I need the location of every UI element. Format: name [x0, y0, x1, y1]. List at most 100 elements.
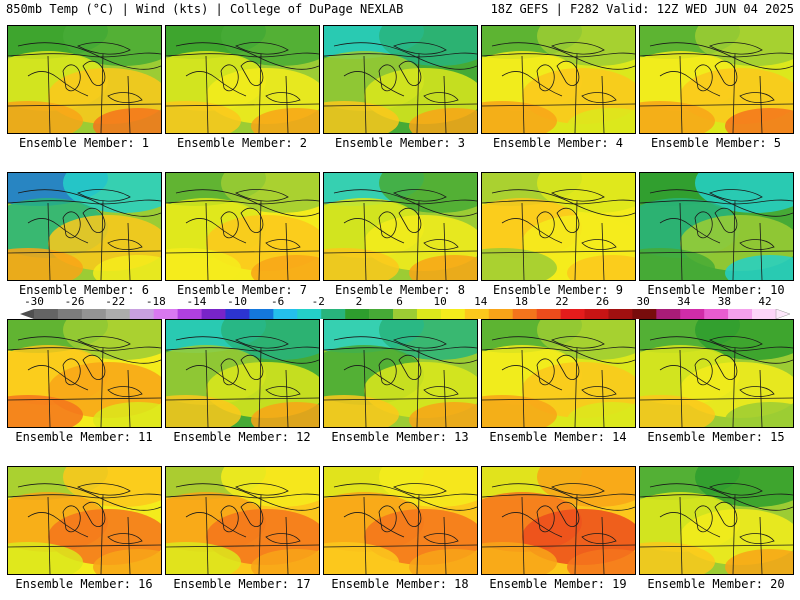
- map-boundary-line: [235, 189, 289, 202]
- ensemble-map-panel[interactable]: [639, 25, 794, 134]
- ensemble-map-panel[interactable]: [639, 466, 794, 575]
- map-boundary-line: [62, 211, 81, 239]
- map-boundary-line: [378, 64, 397, 92]
- map-boundary-line: [47, 55, 51, 133]
- ensemble-map-panel[interactable]: [165, 25, 320, 134]
- colorbar-swatch: [57, 309, 83, 319]
- map-boundary-line: [482, 493, 635, 499]
- map-boundary-line: [175, 189, 319, 217]
- map-boundary-line: [640, 397, 793, 401]
- ensemble-map-panel[interactable]: [323, 466, 478, 575]
- temperature-map: [482, 173, 635, 280]
- map-boundary-line: [581, 92, 617, 104]
- ensemble-map-panel[interactable]: [7, 172, 162, 281]
- map-boundary-line: [640, 493, 793, 499]
- colorbar-tick-label: 26: [595, 295, 610, 308]
- map-boundary-line: [714, 501, 738, 527]
- ensemble-member-label: Ensemble Member: 1: [18, 136, 150, 150]
- ensemble-map-panel[interactable]: [323, 25, 478, 134]
- map-boundary-line: [709, 483, 763, 496]
- ensemble-map-panel[interactable]: [7, 466, 162, 575]
- temperature-contour-region: [93, 108, 161, 133]
- map-boundary-line: [398, 354, 422, 380]
- map-boundary-line: [732, 494, 736, 574]
- map-boundary-line: [393, 336, 447, 349]
- colorbar-tick-label: -2: [311, 295, 325, 308]
- ensemble-map-panel[interactable]: [165, 466, 320, 575]
- map-boundary-line: [265, 533, 301, 545]
- colorbar-swatch: [201, 309, 226, 319]
- ensemble-map-panel[interactable]: [323, 319, 478, 428]
- map-boundary-line: [235, 483, 289, 496]
- map-boundary-line: [521, 496, 525, 574]
- ensemble-map-panel[interactable]: [481, 172, 636, 281]
- map-boundary-line: [536, 64, 555, 92]
- map-boundary-line: [714, 207, 738, 233]
- ensemble-map-panel[interactable]: [639, 172, 794, 281]
- colorbar-swatch: [105, 309, 131, 319]
- ensemble-map-panel[interactable]: [481, 25, 636, 134]
- map-boundary-line: [285, 516, 289, 574]
- map-boundary-line: [501, 512, 563, 538]
- map-boundary-line: [127, 369, 131, 427]
- colorbar-tick-label: 42: [758, 295, 772, 308]
- map-boundary-line: [694, 211, 713, 239]
- map-boundary-line: [491, 189, 635, 217]
- map-boundary-line: [343, 71, 405, 97]
- ensemble-member-label: Ensemble Member: 14: [489, 430, 627, 444]
- map-boundary-line: [551, 336, 605, 349]
- map-boundary-line: [423, 239, 459, 251]
- map-boundary-line: [759, 75, 763, 133]
- map-boundary-line: [521, 349, 525, 427]
- map-boundary-line: [398, 207, 422, 233]
- ensemble-member-label: Ensemble Member: 15: [647, 430, 785, 444]
- map-boundary-line: [491, 42, 635, 70]
- map-boundary-line: [8, 103, 161, 107]
- temperature-contour-region: [567, 108, 635, 133]
- map-boundary-line: [363, 55, 367, 133]
- ensemble-member-label: Ensemble Member: 10: [647, 283, 785, 297]
- temperature-contour-region: [409, 255, 477, 280]
- temperature-map: [640, 173, 793, 280]
- map-boundary-line: [714, 354, 738, 380]
- ensemble-map-panel[interactable]: [323, 172, 478, 281]
- ensemble-map-panel[interactable]: [165, 172, 320, 281]
- colorbar-swatch: [632, 309, 657, 319]
- map-boundary-line: [393, 483, 447, 496]
- map-boundary-line: [551, 483, 605, 496]
- map-boundary-line: [175, 42, 319, 70]
- map-boundary-line: [27, 365, 89, 391]
- colorbar-swatch: [656, 309, 681, 319]
- ensemble-map-panel[interactable]: [165, 319, 320, 428]
- ensemble-map-panel[interactable]: [7, 319, 162, 428]
- ensemble-map-panel[interactable]: [639, 319, 794, 428]
- temperature-contour-region: [324, 248, 399, 280]
- colorbar-swatch: [177, 309, 202, 319]
- colorbar-min-arrow: [20, 309, 34, 319]
- temperature-map: [324, 173, 477, 280]
- map-boundary-line: [17, 189, 161, 217]
- temperature-contour-region: [409, 108, 477, 133]
- ensemble-map-panel[interactable]: [7, 25, 162, 134]
- map-boundary-line: [649, 42, 793, 70]
- ensemble-member-label: Ensemble Member: 20: [647, 577, 785, 591]
- ensemble-map-panel[interactable]: [481, 319, 636, 428]
- ensemble-map-panel[interactable]: [481, 466, 636, 575]
- map-boundary-line: [333, 336, 477, 364]
- colorbar-swatch: [273, 309, 298, 319]
- ensemble-member-label: Ensemble Member: 18: [331, 577, 469, 591]
- map-boundary-line: [581, 533, 617, 545]
- temperature-map: [324, 320, 477, 427]
- temperature-map: [482, 467, 635, 574]
- colorbar-tick-label: 6: [396, 295, 403, 308]
- temperature-contour-region: [567, 402, 635, 427]
- map-boundary-line: [100, 494, 104, 574]
- map-boundary-line: [482, 103, 635, 107]
- map-boundary-line: [47, 496, 51, 574]
- temperature-map: [166, 320, 319, 427]
- colorbar-swatch: [345, 309, 370, 319]
- ensemble-member-label: Ensemble Member: 5: [650, 136, 782, 150]
- map-boundary-line: [649, 189, 793, 217]
- map-boundary-line: [443, 369, 447, 427]
- colorbar-swatch: [608, 309, 633, 319]
